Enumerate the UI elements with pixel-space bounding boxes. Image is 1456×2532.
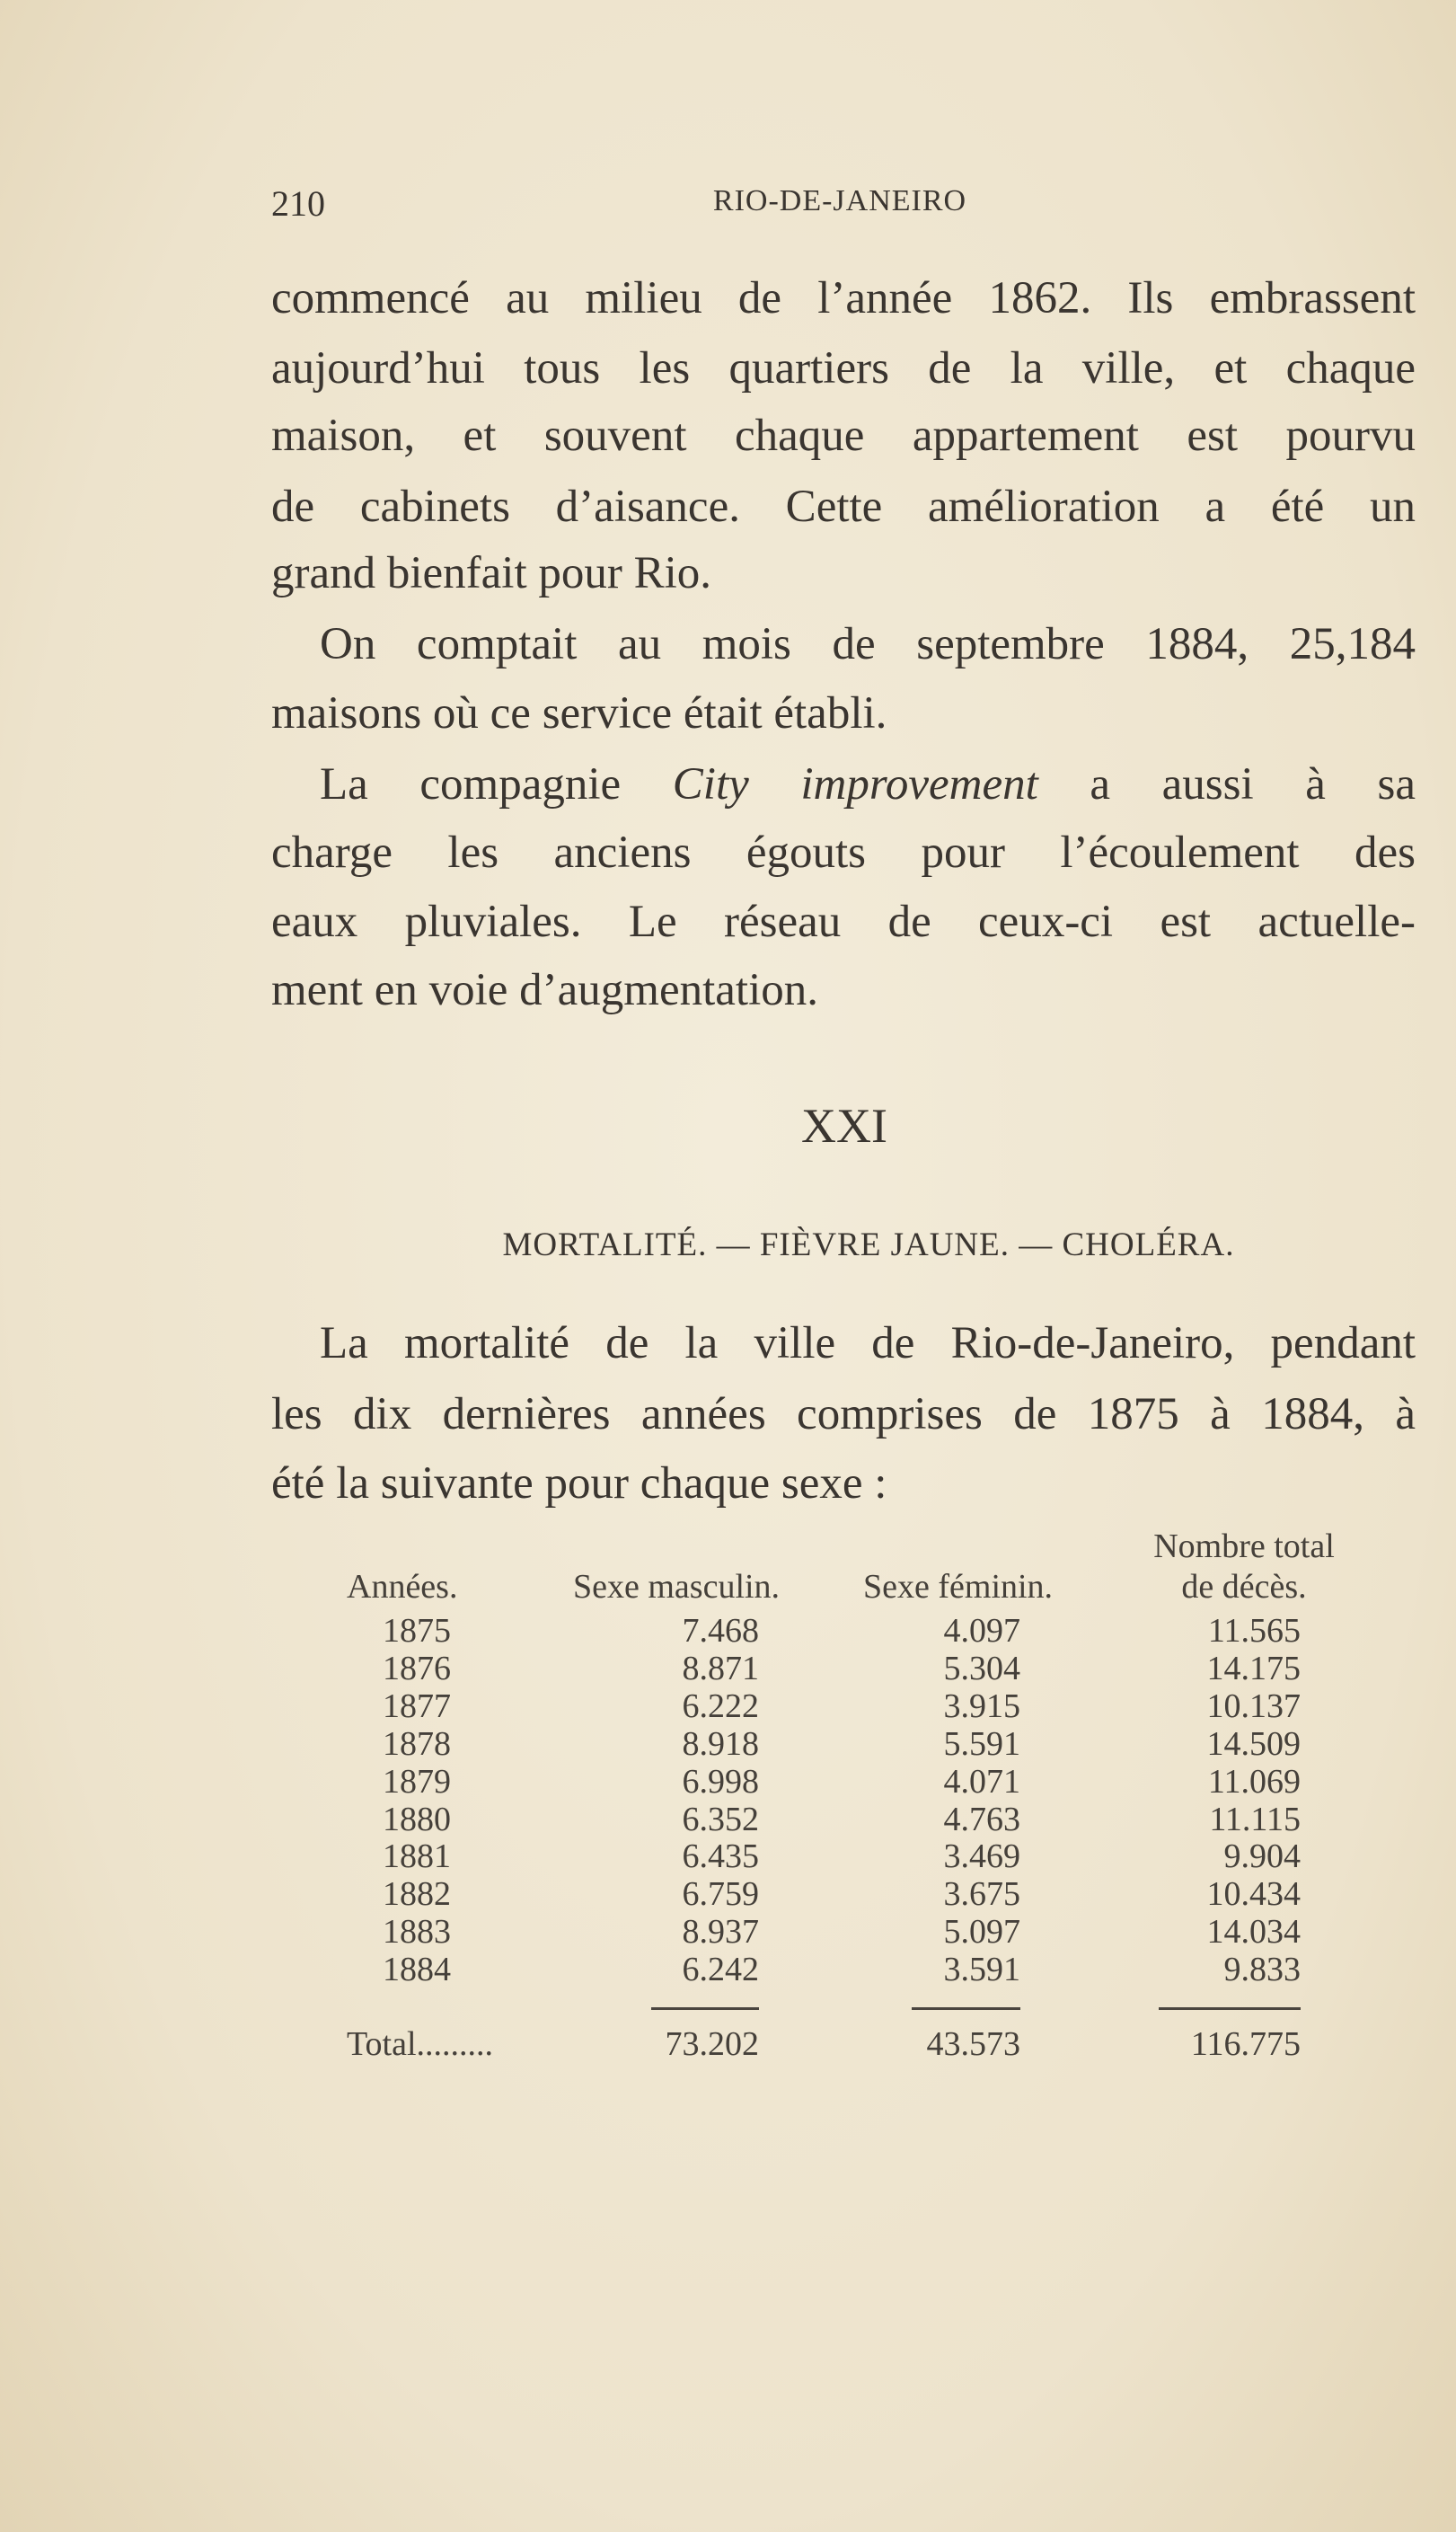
cell-year: 1883	[383, 1913, 451, 1952]
header-total-line1: Nombre total	[1153, 1527, 1335, 1565]
text-line: les dix dernières années comprises de 18…	[271, 1389, 1416, 1439]
cell-male: 6.352	[682, 1800, 760, 1838]
cell-total: 9.904	[1223, 1837, 1302, 1876]
cell-female: 3.591	[943, 1951, 1021, 1989]
cell-total: 10.434	[1206, 1875, 1302, 1914]
cell-total: 11.565	[1207, 1612, 1301, 1650]
cell-female: 4.097	[943, 1612, 1021, 1650]
total-male: 73.202	[665, 2025, 760, 2063]
text-line: maisons où ce service était établi.	[271, 688, 887, 739]
cell-male: 6.759	[682, 1875, 760, 1914]
cell-male: 7.468	[682, 1612, 760, 1650]
text-line: On comptait au mois de septembre 1884, 2…	[320, 619, 1416, 669]
cell-year: 1884	[383, 1951, 451, 1989]
text: a aussi à sa	[1037, 759, 1416, 810]
cell-year: 1876	[383, 1649, 451, 1687]
sum-rule	[912, 2007, 1020, 2010]
cell-total: 11.115	[1209, 1800, 1301, 1838]
chapter-subtitle: MORTALITÉ. — FIÈVRE JAUNE. — CHOLÉRA.	[502, 1226, 1235, 1263]
sum-rule	[1159, 2007, 1301, 2010]
total-all: 116.775	[1190, 2025, 1301, 2063]
text-line: de cabinets d’aisance. Cette amélioratio…	[271, 482, 1416, 532]
cell-year: 1879	[383, 1762, 451, 1801]
cell-year: 1882	[383, 1875, 451, 1914]
header-male: Sexe masculin.	[573, 1568, 781, 1606]
cell-total: 10.137	[1206, 1687, 1302, 1725]
cell-male: 6.998	[682, 1762, 760, 1801]
cell-male: 8.937	[682, 1913, 760, 1952]
italic-company-name: City improvement	[672, 759, 1038, 810]
text-line: charge les anciens égouts pour l’écoulem…	[271, 828, 1416, 878]
text-line: grand bienfait pour Rio.	[271, 548, 712, 598]
cell-total: 11.069	[1207, 1762, 1301, 1801]
cell-year: 1877	[383, 1687, 451, 1725]
header-total-line2: de décès.	[1181, 1568, 1307, 1606]
cell-total: 14.509	[1206, 1724, 1302, 1763]
header-years: Années.	[347, 1568, 458, 1606]
text-line: été la suivante pour chaque sexe :	[271, 1458, 887, 1509]
cell-female: 5.304	[943, 1649, 1021, 1687]
cell-year: 1881	[383, 1837, 451, 1876]
chapter-number: XXI	[801, 1099, 887, 1153]
running-title: RIO-DE-JANEIRO	[712, 184, 967, 217]
text: La compagnie	[320, 759, 673, 810]
page-number: 210	[271, 183, 325, 224]
total-label: Total.........	[347, 2025, 494, 2063]
cell-total: 14.175	[1206, 1649, 1302, 1687]
text-line: aujourd’hui tous les quartiers de la vil…	[271, 343, 1416, 394]
text-line: eaux pluviales. Le réseau de ceux-ci est…	[271, 897, 1416, 947]
cell-male: 6.435	[682, 1837, 760, 1876]
cell-male: 6.242	[682, 1951, 760, 1989]
cell-female: 5.097	[943, 1913, 1021, 1952]
text-line: ment en voie d’augmentation.	[271, 965, 818, 1015]
cell-female: 3.675	[943, 1875, 1021, 1914]
text-line: maison, et souvent chaque appartement es…	[271, 411, 1416, 461]
cell-female: 4.763	[943, 1800, 1021, 1838]
cell-year: 1880	[383, 1800, 451, 1838]
cell-male: 8.918	[682, 1724, 760, 1763]
cell-female: 3.915	[943, 1687, 1021, 1725]
cell-male: 6.222	[682, 1687, 760, 1725]
cell-year: 1875	[383, 1612, 451, 1650]
text-line: commencé au milieu de l’année 1862. Ils …	[271, 273, 1416, 323]
cell-total: 14.034	[1206, 1913, 1302, 1952]
cell-year: 1878	[383, 1724, 451, 1763]
header-female: Sexe féminin.	[863, 1568, 1054, 1606]
cell-female: 4.071	[943, 1762, 1021, 1801]
cell-female: 5.591	[943, 1724, 1021, 1763]
cell-female: 3.469	[943, 1837, 1021, 1876]
total-female: 43.573	[926, 2025, 1021, 2063]
text-line: La mortalité de la ville de Rio-de-Janei…	[320, 1318, 1416, 1368]
cell-male: 8.871	[682, 1649, 760, 1687]
cell-total: 9.833	[1223, 1951, 1302, 1989]
text-line: La compagnie City improvement a aussi à …	[271, 757, 1416, 811]
sum-rule	[651, 2007, 759, 2010]
